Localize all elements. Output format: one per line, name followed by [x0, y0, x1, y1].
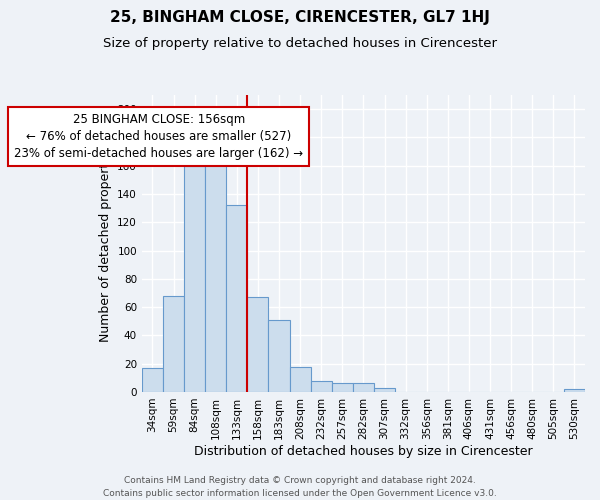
Bar [142, 368, 163, 392]
Bar [290, 366, 311, 392]
Y-axis label: Number of detached properties: Number of detached properties [98, 145, 112, 342]
Bar [311, 380, 332, 392]
Bar [247, 297, 268, 392]
Bar [564, 389, 585, 392]
Bar [184, 166, 205, 392]
Bar [268, 320, 290, 392]
Bar [205, 162, 226, 392]
Text: Size of property relative to detached houses in Cirencester: Size of property relative to detached ho… [103, 38, 497, 51]
Bar [226, 206, 247, 392]
Text: Contains HM Land Registry data © Crown copyright and database right 2024.
Contai: Contains HM Land Registry data © Crown c… [103, 476, 497, 498]
Bar [332, 384, 353, 392]
Bar [163, 296, 184, 392]
Bar [353, 384, 374, 392]
Text: 25, BINGHAM CLOSE, CIRENCESTER, GL7 1HJ: 25, BINGHAM CLOSE, CIRENCESTER, GL7 1HJ [110, 10, 490, 25]
Text: 25 BINGHAM CLOSE: 156sqm
← 76% of detached houses are smaller (527)
23% of semi-: 25 BINGHAM CLOSE: 156sqm ← 76% of detach… [14, 114, 303, 160]
Bar [374, 388, 395, 392]
X-axis label: Distribution of detached houses by size in Cirencester: Distribution of detached houses by size … [194, 444, 533, 458]
